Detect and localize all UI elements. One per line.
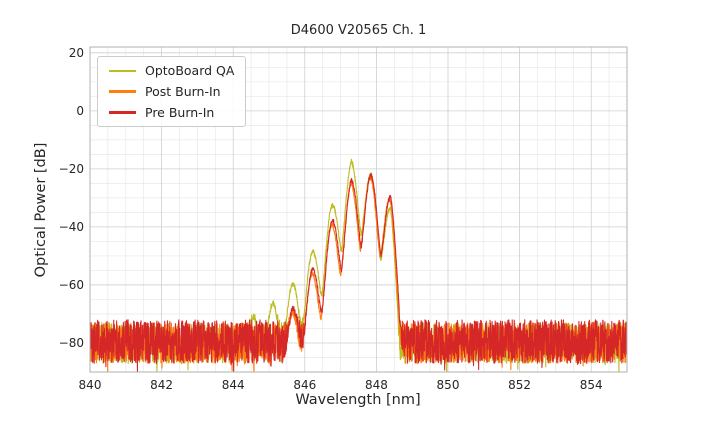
legend-line-swatch-pre-burn-in xyxy=(109,111,136,114)
legend: OptoBoard QA Post Burn-In Pre Burn-In xyxy=(97,56,247,128)
legend-item-optoboard-qa: OptoBoard QA xyxy=(109,64,234,78)
x-tick-label: 844 xyxy=(221,378,245,392)
legend-label-post-burn-in: Post Burn-In xyxy=(145,83,221,99)
x-tick-label: 850 xyxy=(436,378,460,392)
y-tick-label: 20 xyxy=(68,45,84,60)
y-tick-label: −80 xyxy=(58,335,84,350)
legend-item-post-burn-in: Post Burn-In xyxy=(109,83,234,99)
y-axis-label: Optical Power [dB] xyxy=(33,142,49,278)
legend-line-swatch-optoboard-qa xyxy=(109,69,136,73)
x-tick-label: 840 xyxy=(78,378,102,392)
x-tick-label: 846 xyxy=(293,378,317,392)
legend-item-pre-burn-in: Pre Burn-In xyxy=(109,104,234,120)
y-tick-label: −40 xyxy=(58,219,84,234)
legend-label-optoboard-qa: OptoBoard QA xyxy=(145,63,235,78)
y-tick-label: 0 xyxy=(76,103,84,118)
y-tick-label: −60 xyxy=(58,277,84,292)
x-tick-label: 848 xyxy=(364,378,388,392)
chart-title: D4600 V20565 Ch. 1 xyxy=(290,23,427,38)
y-tick-label: −20 xyxy=(58,161,84,176)
x-tick-label: 854 xyxy=(579,378,603,392)
legend-label-pre-burn-in: Pre Burn-In xyxy=(145,104,215,120)
x-tick-label: 852 xyxy=(508,378,532,392)
legend-line-swatch-post-burn-in xyxy=(109,90,136,93)
x-tick-label: 842 xyxy=(150,378,174,392)
x-axis-label: Wavelength [nm] xyxy=(295,392,421,408)
